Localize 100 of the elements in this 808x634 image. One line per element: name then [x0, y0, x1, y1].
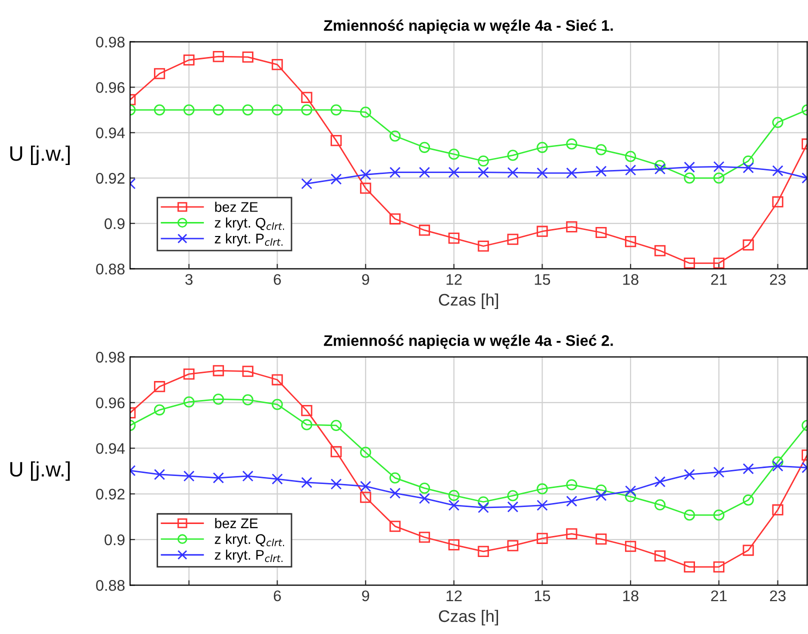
y-axis-title: U [j.w.] [10, 461, 70, 481]
point [684, 172, 695, 184]
y-tick-label: 0.94 [96, 128, 125, 138]
y-tick-label: 0.9 [104, 218, 125, 230]
point [272, 58, 283, 70]
x-tick-label: 6 [274, 274, 281, 285]
point [625, 540, 636, 552]
point [654, 550, 666, 562]
point [566, 221, 578, 232]
x-axis-title: Czas [h] [438, 610, 498, 626]
point [242, 51, 254, 63]
point [684, 162, 695, 173]
point [212, 104, 224, 116]
point [389, 213, 401, 224]
y-tick-label: 0.9 [104, 534, 125, 546]
point [654, 476, 666, 488]
point [596, 144, 607, 156]
x-axis-title: Czas [h] [438, 293, 498, 310]
point [330, 478, 342, 490]
point [596, 484, 607, 496]
point [330, 420, 342, 431]
point [625, 485, 636, 496]
point [154, 468, 166, 480]
point [360, 446, 372, 458]
chart-title: Zmienność napięcia w węźle 4a - Sieć 1. [324, 20, 613, 34]
x-tick-label: 9 [362, 274, 370, 285]
point [507, 490, 518, 502]
point [242, 366, 254, 377]
x-tick-label: 15 [534, 590, 550, 602]
point [330, 104, 342, 116]
point [772, 460, 784, 472]
point [360, 480, 372, 492]
point [330, 446, 342, 458]
y-tick-label: 0.96 [96, 82, 125, 93]
point [684, 468, 695, 480]
point [713, 172, 724, 184]
x-tick-label: 6 [274, 590, 281, 602]
point [625, 150, 636, 162]
x-tick-label: 3 [185, 274, 193, 285]
y-tick-label: 0.98 [96, 36, 125, 48]
point [654, 499, 666, 510]
point [418, 492, 430, 504]
point [418, 142, 430, 153]
point [566, 479, 578, 490]
x-tick-label: 23 [770, 590, 786, 602]
point [536, 500, 548, 511]
point [212, 365, 224, 376]
y-tick-label: 0.96 [96, 397, 125, 408]
point [389, 520, 401, 532]
chart-title: Zmienność napięcia w węźle 4a - Sieć 2. [324, 334, 613, 349]
point [448, 166, 460, 178]
y-tick-label: 0.94 [96, 443, 125, 454]
point [772, 456, 784, 468]
point [536, 532, 548, 544]
point [742, 544, 754, 556]
point [389, 130, 401, 142]
point [713, 510, 724, 521]
point [389, 472, 401, 484]
point [154, 381, 166, 392]
point [183, 368, 195, 380]
point [742, 162, 754, 174]
point [536, 167, 548, 179]
point [301, 178, 312, 190]
point [507, 234, 518, 245]
point [360, 182, 372, 194]
point [713, 161, 724, 172]
point [596, 534, 607, 545]
point [212, 51, 224, 62]
point [772, 165, 784, 176]
x-tick-label: 15 [534, 274, 550, 285]
point [478, 155, 489, 167]
point [566, 496, 578, 507]
y-tick-label: 0.92 [96, 172, 124, 184]
point [478, 502, 489, 514]
point [330, 174, 342, 185]
legend-label: bez ZE [215, 202, 258, 212]
point [301, 104, 312, 116]
x-tick-label: 21 [711, 590, 727, 602]
legend-label: z kryt. P$_{clrt.}$ [214, 550, 282, 563]
point [418, 482, 430, 494]
point [183, 470, 195, 482]
point [566, 167, 578, 179]
point [272, 374, 283, 386]
point [654, 160, 666, 172]
point [772, 504, 784, 516]
point [301, 476, 312, 488]
x-tick-label: 23 [770, 274, 786, 285]
point [183, 54, 195, 66]
point [654, 163, 666, 175]
point [684, 510, 695, 521]
legend-label: z kryt. Q$_{clrt.}$ [214, 217, 284, 230]
point [478, 546, 489, 557]
point [536, 226, 548, 237]
point [596, 490, 607, 502]
point [389, 166, 401, 178]
y-tick-label: 0.92 [96, 488, 124, 500]
point [154, 68, 166, 80]
x-tick-label: 12 [446, 274, 462, 285]
point [507, 540, 518, 552]
point [301, 405, 312, 416]
